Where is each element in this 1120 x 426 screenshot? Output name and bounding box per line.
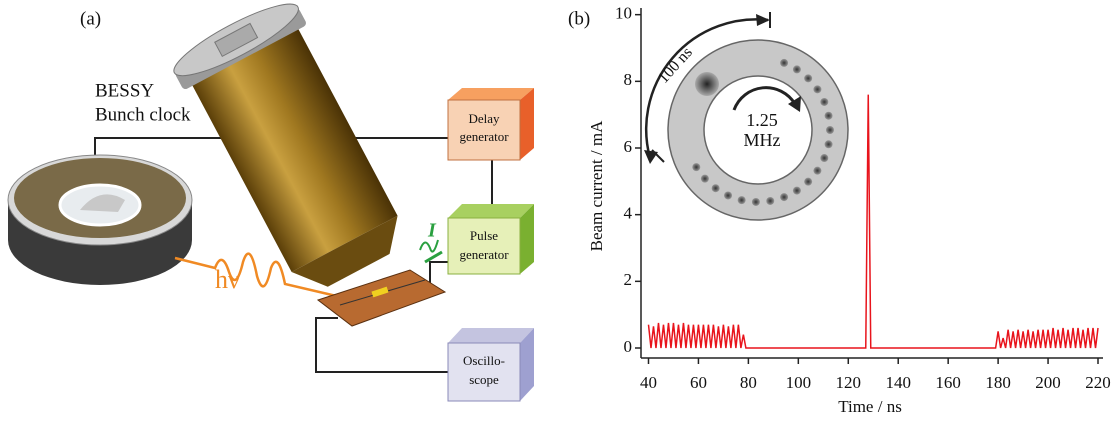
photon-label: hν: [215, 265, 240, 294]
bunch-dot: [793, 187, 801, 195]
box-label: generator: [459, 129, 509, 144]
x-tick-label: 200: [1035, 373, 1061, 392]
box-label: scope: [469, 372, 499, 387]
storage-ring: [8, 155, 192, 285]
inset-label: MHz: [744, 130, 781, 150]
bunch-dot: [804, 178, 812, 186]
bunch-dot: [804, 74, 812, 82]
cylinder: [167, 0, 421, 303]
x-tick-label: 60: [690, 373, 707, 392]
pulse-arrow: [425, 252, 442, 262]
wire: [316, 318, 448, 372]
y-tick-label: 0: [624, 337, 633, 356]
x-tick-label: 80: [740, 373, 757, 392]
bunch-dot: [712, 184, 720, 192]
bunch-dot: [701, 175, 709, 183]
x-tick-label: 40: [640, 373, 657, 392]
bunch-dot: [826, 126, 834, 134]
diagram: (a) BESSY Bunch clock hν: [8, 0, 534, 401]
bunch-dot: [813, 167, 821, 175]
y-tick-label: 10: [615, 4, 632, 23]
x-tick-label: 120: [836, 373, 862, 392]
x-axis-label: Time / ns: [838, 397, 902, 416]
bunch-dot: [724, 191, 732, 199]
x-tick-label: 160: [935, 373, 961, 392]
bunch-dot: [825, 112, 833, 120]
bunch-dot: [793, 65, 801, 73]
panel-label: (b): [568, 8, 590, 29]
y-axis-label: Beam current / mA: [587, 120, 606, 251]
source-label: BESSY: [95, 80, 154, 101]
box-label: Pulse: [470, 228, 498, 243]
delay-generator: Delay generator: [448, 88, 534, 160]
bunch-dot: [752, 198, 760, 206]
y-tick-label: 6: [624, 137, 633, 156]
x-tick-label: 220: [1085, 373, 1111, 392]
oscilloscope: Oscillo- scope: [448, 328, 534, 401]
bunch-dot: [766, 197, 774, 205]
current-label: I: [427, 220, 437, 242]
figure: (a) BESSY Bunch clock hν: [0, 0, 1120, 426]
bunch-dot: [813, 85, 821, 93]
box-label: Oscillo-: [463, 353, 505, 368]
bunch-dot: [780, 193, 788, 201]
chart: (b) Time / ns Beam current / mA 100 ns 1…: [568, 4, 1111, 416]
pulse-shape: [420, 240, 438, 252]
inset-label: 1.25: [746, 110, 778, 130]
box-label: generator: [459, 247, 509, 262]
x-tick-label: 100: [786, 373, 812, 392]
panel-label: (a): [80, 8, 101, 29]
bunch-dot: [820, 98, 828, 106]
box-label: Delay: [468, 111, 500, 126]
x-tick-label: 180: [985, 373, 1011, 392]
y-tick-label: 8: [624, 70, 633, 89]
bunch-dot: [692, 163, 700, 171]
source-label: Bunch clock: [95, 104, 191, 125]
x-tick-label: 140: [885, 373, 911, 392]
bunch-dot: [820, 154, 828, 162]
y-tick-label: 4: [624, 204, 633, 223]
pulse-generator: Pulse generator: [448, 204, 534, 274]
bunch-dot: [825, 140, 833, 148]
y-tick-label: 2: [624, 270, 633, 289]
inset: 100 ns 1.25 MHz: [644, 12, 848, 220]
bunch-dot: [738, 196, 746, 204]
bunch-dot: [780, 59, 788, 67]
